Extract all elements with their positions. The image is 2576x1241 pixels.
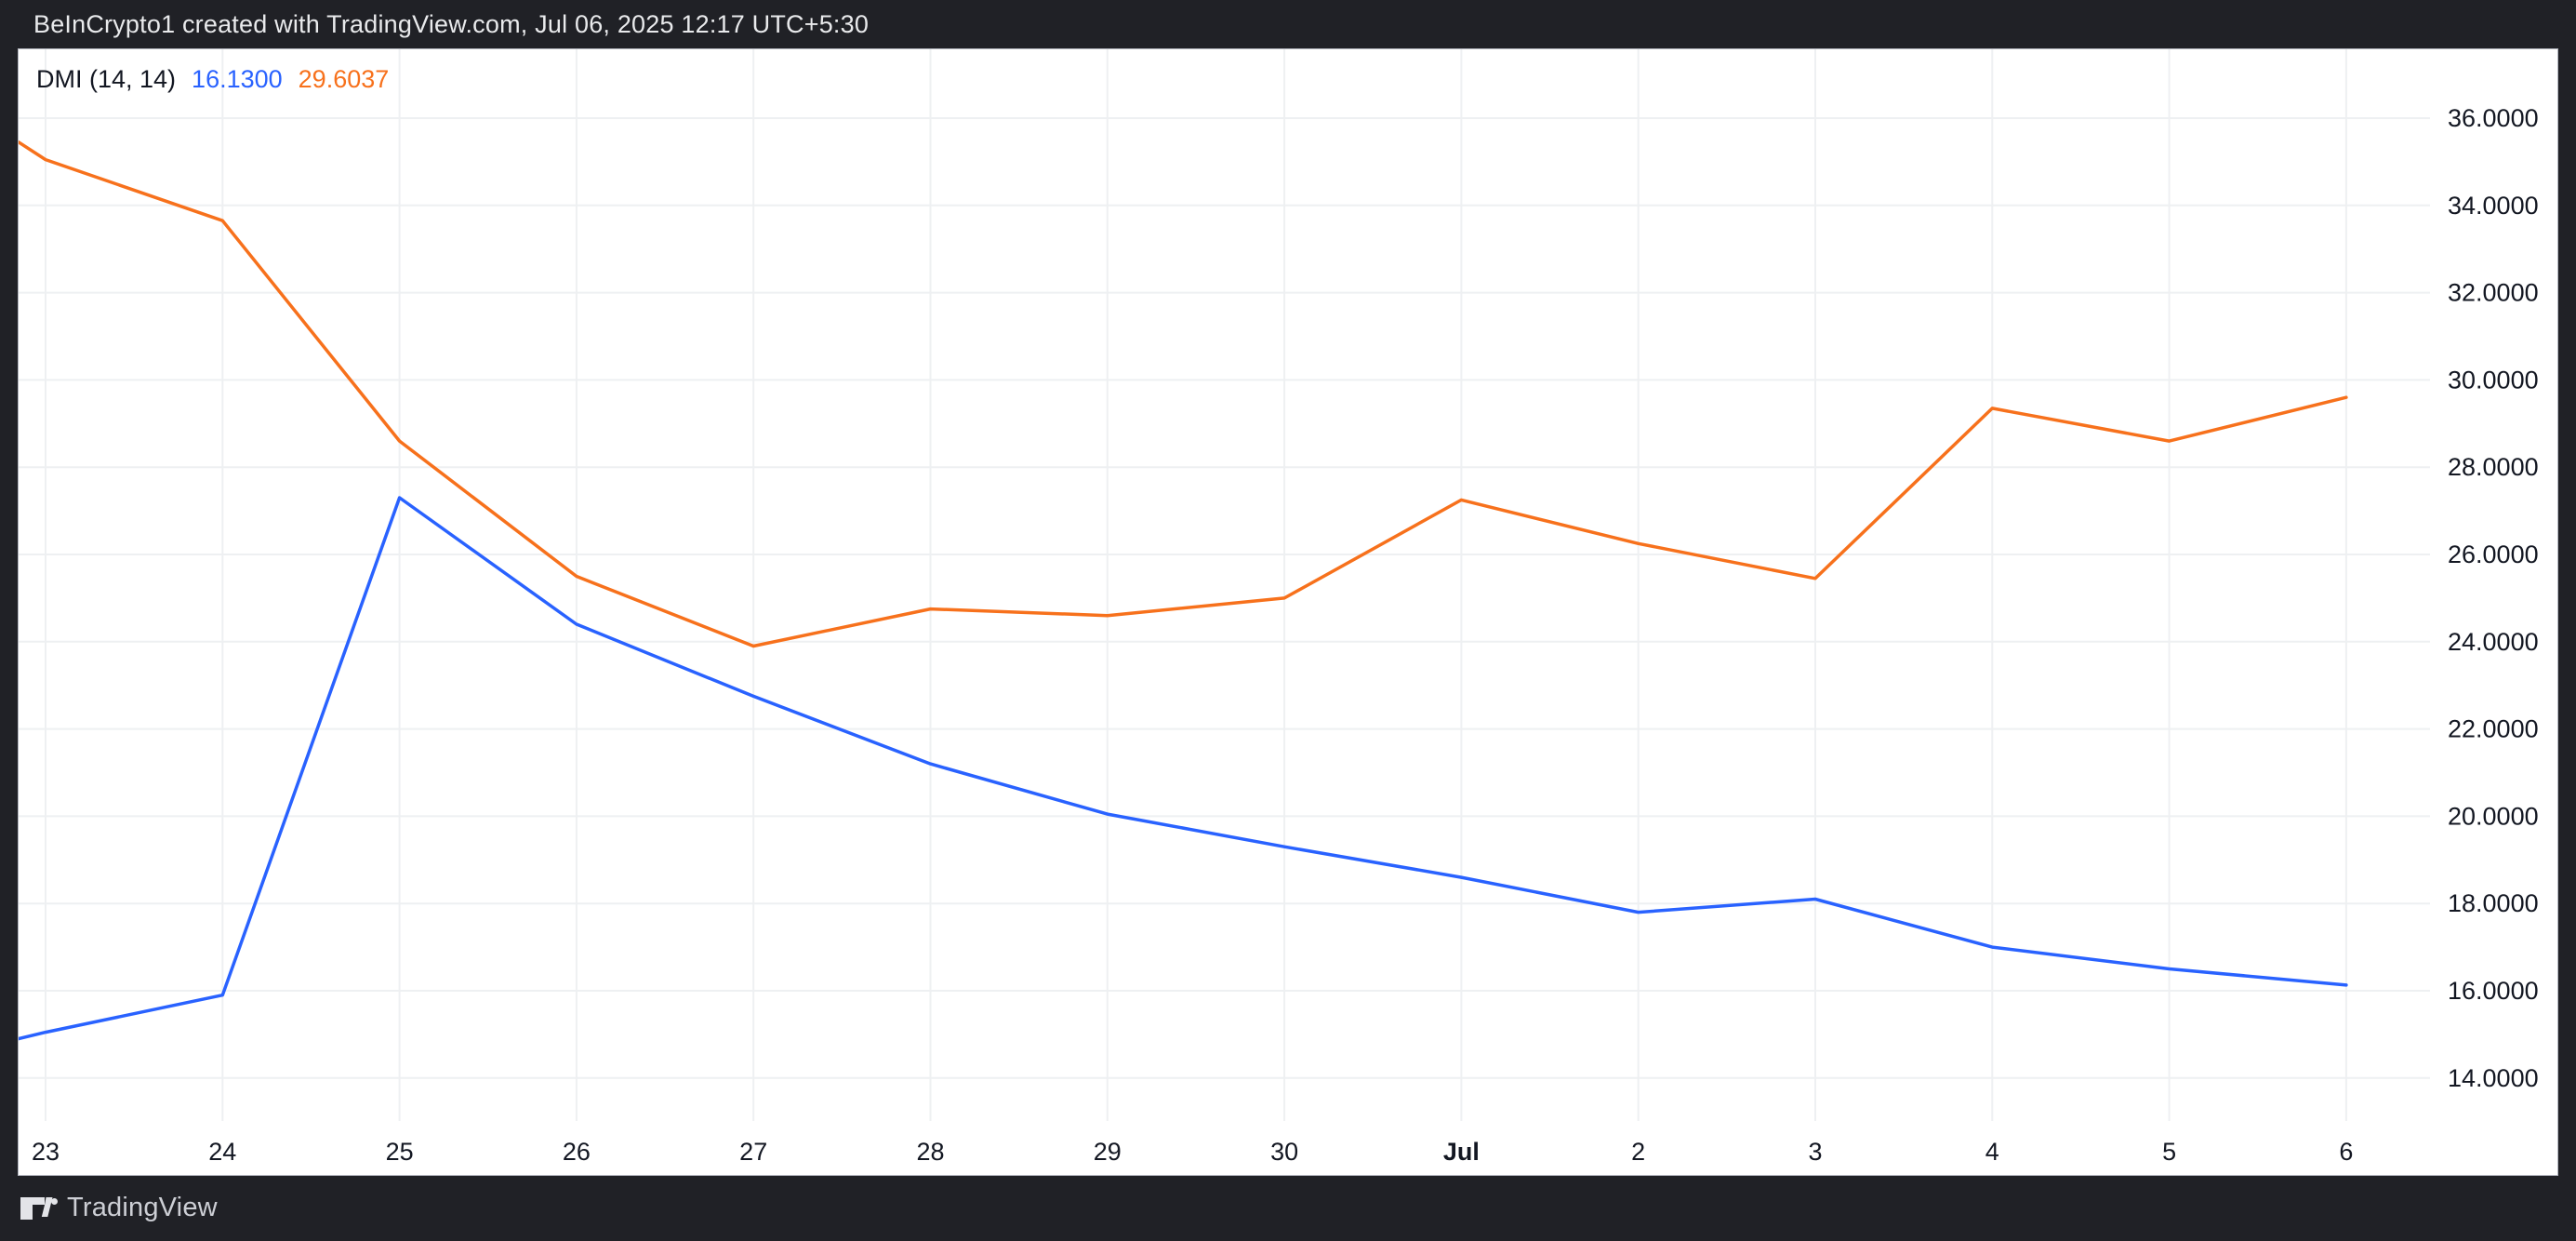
x-tick-label[interactable]: 30 (1270, 1138, 1298, 1166)
y-tick-label[interactable]: 30.0000 (2448, 366, 2539, 394)
x-tick-label[interactable]: 6 (2339, 1138, 2353, 1166)
plus-di-line[interactable] (19, 496, 2348, 1041)
snapshot-footer-bar: TradingView (0, 1175, 2576, 1241)
x-tick-label[interactable]: 4 (1985, 1138, 1999, 1166)
plus-di-value: 16.1300 (192, 65, 283, 93)
x-tick-label[interactable]: 24 (208, 1138, 236, 1166)
y-tick-label[interactable]: 28.0000 (2448, 453, 2539, 481)
chart-canvas[interactable]: 36.0000 34.0000 32.0000 30.0000 28.0000 26.00… (19, 49, 2557, 1175)
y-tick-label[interactable]: 34.0000 (2448, 192, 2539, 220)
x-tick-label[interactable]: 25 (386, 1138, 414, 1166)
x-tick-label[interactable]: 23 (32, 1138, 60, 1166)
tradingview-logo-icon (20, 1196, 58, 1220)
y-tick-label[interactable]: 18.0000 (2448, 889, 2539, 917)
y-tick-label[interactable]: 14.0000 (2448, 1064, 2539, 1092)
chart-panel[interactable]: DMI (14, 14) 16.1300 29.6037 36.0000 34.0… (19, 49, 2557, 1175)
indicator-title: DMI (14, 14) (36, 65, 177, 93)
snapshot-header-bar: BeInCrypto1 created with TradingView.com… (0, 0, 2576, 49)
snapshot-attribution-text: BeInCrypto1 created with TradingView.com… (33, 10, 870, 38)
x-tick-label[interactable]: 26 (563, 1138, 591, 1166)
y-tick-label[interactable]: 36.0000 (2448, 104, 2539, 132)
minus-di-value: 29.6037 (298, 65, 390, 93)
y-tick-label[interactable]: 22.0000 (2448, 715, 2539, 743)
x-tick-label[interactable]: 2 (1631, 1138, 1645, 1166)
tradingview-wordmark: TradingView (67, 1193, 218, 1222)
x-tick-label[interactable]: Jul (1443, 1138, 1480, 1166)
x-tick-label[interactable]: 28 (916, 1138, 944, 1166)
x-tick-label[interactable]: 27 (739, 1138, 767, 1166)
minus-di-line[interactable] (19, 140, 2348, 648)
x-tick-label[interactable]: 29 (1094, 1138, 1122, 1166)
y-tick-label[interactable]: 16.0000 (2448, 977, 2539, 1005)
y-tick-label[interactable]: 24.0000 (2448, 628, 2539, 656)
y-tick-label[interactable]: 32.0000 (2448, 279, 2539, 307)
x-tick-label[interactable]: 5 (2162, 1138, 2176, 1166)
indicator-legend[interactable]: DMI (14, 14) 16.1300 29.6037 (36, 65, 389, 94)
y-tick-label[interactable]: 20.0000 (2448, 802, 2539, 830)
y-tick-label[interactable]: 26.0000 (2448, 540, 2539, 568)
x-tick-label[interactable]: 3 (1808, 1138, 1822, 1166)
